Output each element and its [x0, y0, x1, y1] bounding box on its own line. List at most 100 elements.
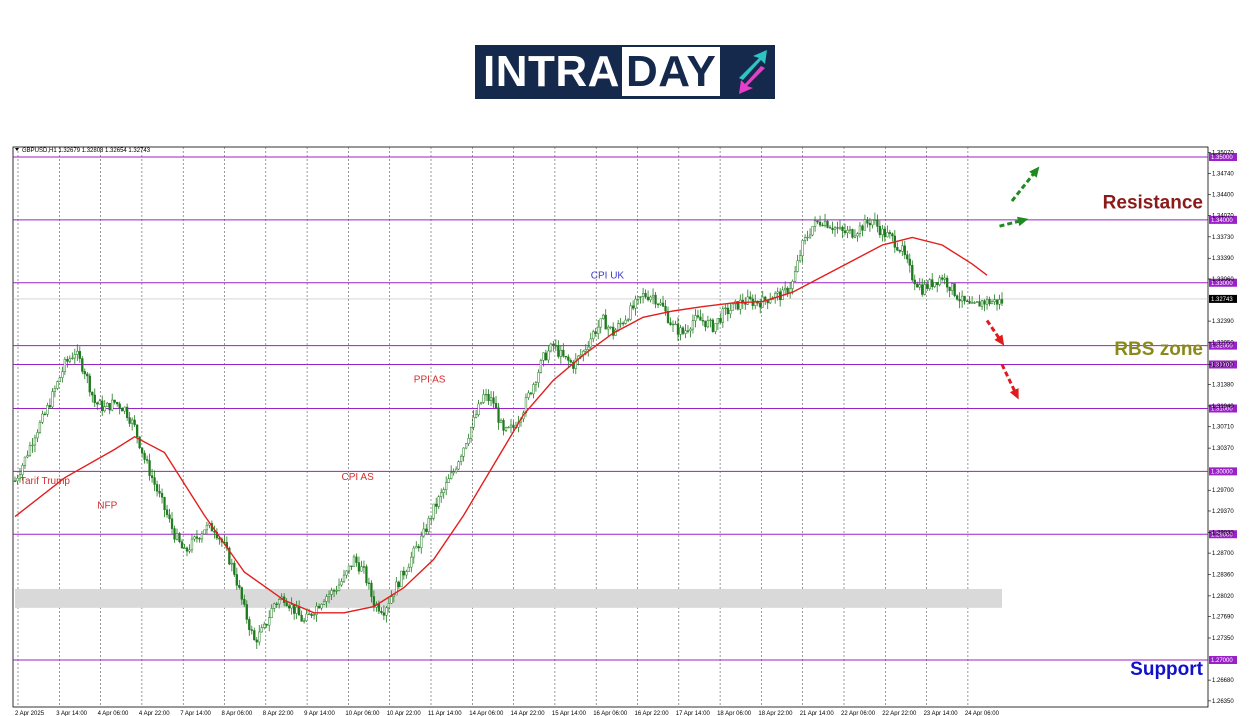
- x-tick-label: 18 Apr 22:00: [758, 711, 793, 716]
- candle-body: [836, 227, 839, 229]
- candle-body: [243, 599, 246, 605]
- x-tick-label: 3 Apr 14:00: [56, 711, 87, 716]
- candle-body: [250, 629, 253, 631]
- candle-body: [445, 482, 448, 490]
- x-tick-label: 10 Apr 06:00: [345, 711, 380, 716]
- x-tick-label: 2 Apr 2025: [15, 711, 45, 716]
- candle-body: [928, 279, 931, 289]
- candle-body: [584, 349, 587, 352]
- candle-body: [198, 538, 201, 540]
- candle-body: [253, 630, 256, 641]
- candle-body: [98, 400, 101, 405]
- candle-body: [195, 536, 199, 539]
- candle-body: [285, 602, 288, 607]
- y-tick-label: 1.34740: [1212, 171, 1234, 177]
- candle-body: [392, 594, 395, 597]
- candle-body: [963, 295, 966, 302]
- candle-body: [143, 452, 146, 460]
- candle-body: [450, 472, 453, 479]
- x-tick-label: 4 Apr 06:00: [98, 711, 129, 716]
- x-tick-label: 9 Apr 14:00: [304, 711, 335, 716]
- zone-label: Support: [1130, 659, 1203, 680]
- candle-body: [848, 229, 852, 231]
- candle-body: [126, 406, 129, 418]
- candle-body: [908, 258, 911, 266]
- candle-body: [941, 277, 944, 280]
- candle-body: [744, 303, 747, 305]
- candle-body: [749, 296, 752, 300]
- candle-body: [327, 594, 331, 597]
- candle-body: [469, 426, 473, 439]
- candle-body: [948, 286, 951, 291]
- candle-body: [437, 496, 440, 507]
- candle-body: [978, 301, 981, 307]
- candle-body: [78, 351, 81, 359]
- candle-body: [362, 566, 366, 568]
- candle-body: [622, 322, 625, 325]
- candle-body: [853, 235, 857, 238]
- candle-body: [896, 247, 899, 251]
- level-label: 1.29000: [1211, 532, 1233, 538]
- candle-body: [365, 566, 368, 584]
- candle-body: [921, 284, 924, 295]
- gray-zone-layer: [15, 588, 1002, 608]
- candle-body: [71, 357, 74, 360]
- candle-body: [821, 224, 824, 227]
- candle-body: [193, 536, 196, 540]
- candle-body: [554, 345, 558, 347]
- candle-body: [337, 584, 341, 591]
- candle-body: [405, 571, 408, 576]
- candle-body: [955, 295, 959, 300]
- candle-body: [295, 606, 298, 614]
- candle-body: [377, 603, 381, 612]
- candle-body: [452, 471, 455, 474]
- candle-body: [16, 477, 19, 482]
- candle-body: [385, 607, 388, 616]
- candle-body: [714, 323, 717, 332]
- level-label-box: [1209, 278, 1237, 287]
- forecast-arrow-head: [994, 334, 1005, 346]
- level-label-box: [1209, 404, 1237, 413]
- candle-body: [696, 315, 700, 318]
- logo-text-intra: INTRA: [483, 47, 620, 96]
- candle-body: [916, 283, 919, 288]
- candle-body: [666, 310, 670, 323]
- candle-body: [796, 260, 799, 272]
- candle-body: [447, 478, 450, 483]
- candle-body: [33, 437, 37, 446]
- candle-body: [145, 459, 149, 461]
- candle-body: [754, 300, 757, 306]
- candle-body: [746, 296, 749, 305]
- candle-body: [288, 605, 291, 609]
- candle-body: [68, 358, 71, 362]
- candle-body: [150, 475, 154, 478]
- candle-body: [970, 302, 974, 304]
- candle-body: [502, 420, 505, 431]
- candle-body: [111, 399, 114, 411]
- candle-body: [951, 283, 954, 291]
- candle-body: [684, 330, 687, 334]
- candle-body: [816, 220, 819, 223]
- candle-body: [484, 393, 488, 396]
- candle-body: [736, 301, 739, 310]
- candle-body: [691, 320, 695, 330]
- candle-body: [629, 305, 632, 320]
- candle-body: [918, 284, 921, 288]
- y-tick-label: 1.33390: [1212, 256, 1234, 262]
- candle-body: [86, 373, 89, 377]
- candle-body: [903, 245, 906, 256]
- x-tick-label: 8 Apr 06:00: [222, 711, 253, 716]
- candle-body: [569, 360, 572, 363]
- brand-logo: INTRA DAY: [475, 45, 775, 99]
- y-tick-label: 1.34070: [1212, 213, 1234, 219]
- candle-body: [130, 419, 134, 424]
- candle-body: [881, 228, 884, 236]
- candle-body: [564, 355, 567, 358]
- candle-body: [534, 382, 538, 385]
- candle-body: [320, 604, 323, 609]
- candle-body: [263, 623, 266, 628]
- candle-body: [793, 271, 797, 282]
- y-tick-label: 1.31380: [1212, 383, 1234, 389]
- candle-body: [357, 562, 361, 572]
